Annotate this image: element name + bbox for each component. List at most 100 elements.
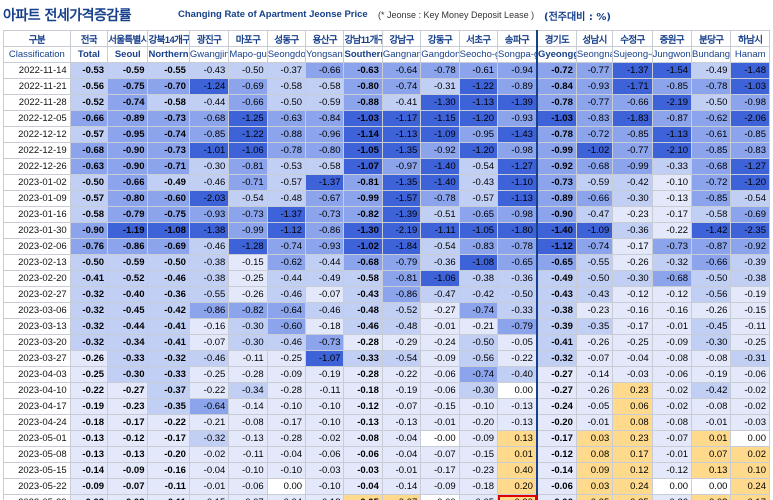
rate-cell: -0.50 [69, 174, 109, 191]
table-row: 2023-04-24 -0.18 -0.17 -0.22 -0.21 -0.08 -0.17… [3, 414, 770, 431]
rate-cell: -0.17 [612, 238, 653, 255]
rate-cell: -0.08 [651, 414, 693, 431]
rate-cell: -0.19 [381, 382, 422, 399]
rate-cell: -0.43 [575, 286, 614, 303]
column-header-ko: 송파구 [497, 30, 538, 47]
row-date: 2023-04-17 [3, 398, 71, 415]
rate-cell: -1.08 [458, 254, 499, 271]
rate-cell: -0.50 [147, 254, 190, 271]
column-header-ko: 강남11개구 [343, 30, 383, 47]
rate-cell: -1.42 [691, 222, 732, 239]
rate-cell: -0.94 [497, 62, 538, 79]
rate-cell: -0.02 [730, 382, 770, 399]
rate-cell: -0.83 [730, 142, 770, 159]
rate-cell: -1.20 [458, 142, 499, 159]
column-header-ko: 중원구 [651, 30, 693, 47]
rate-cell: -0.73 [228, 206, 268, 223]
rate-cell: -0.61 [691, 126, 732, 143]
column-header-en: Bundang-gu [691, 46, 732, 63]
rate-cell: -1.07 [343, 158, 383, 175]
rate-cell: -0.90 [535, 206, 577, 223]
rate-cell: -0.72 [691, 174, 732, 191]
rate-cell: -0.13 [497, 398, 538, 415]
rate-cell: -0.24 [420, 334, 460, 351]
rate-cell: -0.27 [107, 382, 149, 399]
rate-cell: -0.28 [343, 334, 383, 351]
rate-cell: -0.39 [730, 254, 770, 271]
rate-cell: -0.74 [107, 94, 149, 111]
rate-cell: -0.48 [266, 190, 307, 207]
rate-cell: -0.04 [188, 462, 230, 479]
rate-cell: -0.08 [343, 430, 383, 447]
rate-cell: -0.73 [651, 238, 693, 255]
rate-cell: -0.30 [107, 366, 149, 383]
rate-cell: -0.13 [69, 446, 109, 463]
rate-cell: -1.09 [420, 126, 460, 143]
rate-cell: 0.05 [575, 494, 614, 500]
rate-cell: -1.07 [305, 350, 345, 367]
rate-cell: -0.53 [266, 158, 307, 175]
table-row: 2023-02-20 -0.41 -0.52 -0.46 -0.38 -0.25 -0.44… [3, 270, 770, 287]
rate-cell: 0.09 [575, 462, 614, 479]
row-date: 2023-03-27 [3, 350, 71, 367]
rate-cell: -0.68 [691, 158, 732, 175]
rate-cell: -0.78 [535, 94, 577, 111]
rate-cell: -0.93 [188, 206, 230, 223]
rate-cell: -0.33 [651, 158, 693, 175]
table-row: 2022-12-19 -0.68 -0.90 -0.73 -1.01 -1.06 -0.78… [3, 142, 770, 159]
rate-cell: -0.05 [575, 398, 614, 415]
rate-cell: -0.72 [535, 62, 577, 79]
rate-cell: -0.08 [691, 398, 732, 415]
rate-cell: -0.28 [343, 366, 383, 383]
table-row: 2023-02-13 -0.50 -0.59 -0.50 -0.38 -0.15 -0.62… [3, 254, 770, 271]
rate-cell: -0.33 [147, 366, 190, 383]
row-date: 2023-01-30 [3, 222, 71, 239]
column-header-ko: 서울특별시 [107, 30, 149, 47]
rate-cell: -0.98 [497, 142, 538, 159]
rate-cell: -0.85 [691, 142, 732, 159]
rate-cell: -0.68 [69, 142, 109, 159]
rate-cell: 0.07 [691, 446, 732, 463]
rate-cell: -0.64 [188, 398, 230, 415]
rate-cell: -0.07 [305, 286, 345, 303]
column-header-en: Hanam [730, 46, 770, 63]
table-row: 2022-12-05 -0.66 -0.89 -0.73 -0.68 -1.25 -0.63… [3, 110, 770, 127]
rate-cell: -0.80 [343, 78, 383, 95]
rate-cell: -0.48 [381, 318, 422, 335]
rate-cell: -0.26 [575, 334, 614, 351]
table-row: 2023-02-06 -0.76 -0.86 -0.69 -0.46 -1.28 -0.74… [3, 238, 770, 255]
rate-cell: -0.09 [651, 334, 693, 351]
title-korean: 아파트 전세가격증감률 [3, 8, 132, 24]
rate-cell: -0.89 [497, 78, 538, 95]
rate-cell: -0.63 [266, 110, 307, 127]
rate-cell: -1.27 [497, 158, 538, 175]
rate-cell: -0.47 [575, 206, 614, 223]
rate-cell: -0.06 [535, 478, 577, 495]
rate-cell: -0.55 [147, 62, 190, 79]
rate-cell: -0.02 [188, 446, 230, 463]
rate-cell: -0.35 [147, 398, 190, 415]
rate-cell: -0.54 [381, 350, 422, 367]
rate-cell: -0.90 [107, 158, 149, 175]
rate-cell: -0.13 [651, 190, 693, 207]
rate-cell: -0.38 [535, 302, 577, 319]
table-row: 2023-03-13 -0.32 -0.44 -0.41 -0.16 -0.30 -0.60… [3, 318, 770, 335]
rate-cell: -0.73 [305, 334, 345, 351]
rate-cell: -0.30 [458, 382, 499, 399]
rate-cell: -1.35 [381, 174, 422, 191]
rate-cell: -1.38 [188, 222, 230, 239]
rate-cell: -0.23 [458, 462, 499, 479]
column-header-ko: 하남시 [730, 30, 770, 47]
rate-cell: -0.74 [458, 366, 499, 383]
rate-cell: -0.32 [188, 430, 230, 447]
rate-cell: -0.23 [575, 302, 614, 319]
rate-cell: -0.69 [730, 206, 770, 223]
rate-cell: 0.23 [612, 382, 653, 399]
rate-cell: -0.16 [147, 462, 190, 479]
rate-cell: -0.99 [228, 222, 268, 239]
rate-cell: -0.07 [651, 430, 693, 447]
column-header-en: Seongdon g-gu [266, 46, 307, 63]
rate-cell: -1.43 [497, 126, 538, 143]
row-date: 2023-05-22 [3, 478, 71, 495]
column-header-en: Sujeong-gu [612, 46, 653, 63]
